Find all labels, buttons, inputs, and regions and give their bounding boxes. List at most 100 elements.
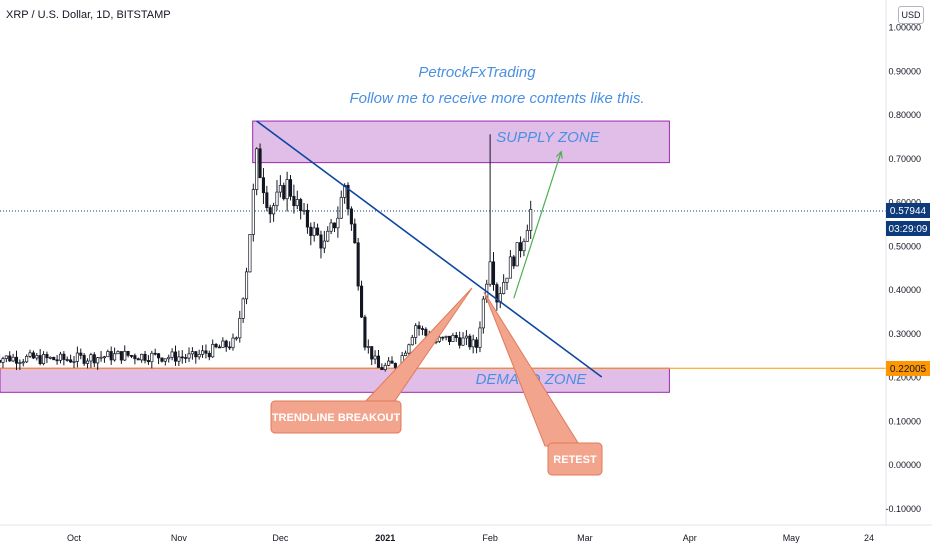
countdown-text: 03:29:09 [889, 224, 928, 235]
candle-body [278, 185, 282, 193]
candle-body [136, 358, 140, 361]
marked-level-badge: 0.22005 [886, 361, 930, 376]
x-tick-label: 2021 [375, 533, 395, 543]
candle-body [302, 209, 306, 212]
candle-body [475, 339, 479, 348]
time-axis[interactable]: Oct Nov Dec 2021 Feb Mar Apr May 24 [0, 524, 932, 543]
candle-body [55, 359, 59, 362]
zones-layer [0, 120, 886, 393]
candle-body [295, 199, 299, 207]
retest-box [547, 442, 603, 476]
candle-body [102, 356, 106, 359]
y-tick-label: 0.20000 [888, 373, 921, 383]
retest-text: RETEST [553, 454, 597, 466]
candle-body [221, 340, 225, 348]
candle-body [373, 355, 377, 360]
candle-body [69, 359, 73, 363]
candle-body [309, 226, 313, 236]
candle-body [420, 328, 424, 330]
candle-body [468, 335, 472, 348]
candle-body [201, 350, 205, 355]
candle-body [356, 242, 360, 287]
candle-body [292, 195, 296, 207]
candle-body [238, 318, 242, 339]
author-annotation: PetrockFxTrading [418, 64, 536, 81]
candle-body [268, 207, 272, 215]
candle-body [349, 208, 353, 225]
candle-body [336, 217, 340, 229]
x-tick-label: Mar [577, 533, 593, 543]
candle-body [380, 367, 384, 370]
candle-body [522, 240, 526, 252]
last-price-badge: 0.57944 [886, 203, 930, 218]
candle-body [160, 357, 164, 362]
candle-body [79, 352, 83, 356]
x-tick-label: Feb [482, 533, 498, 543]
y-tick-label: 0.60000 [888, 198, 921, 208]
candle-body [370, 346, 374, 360]
candle-body [326, 230, 330, 242]
currency-button[interactable]: USD [898, 6, 924, 24]
candle-body [488, 261, 492, 285]
candle-body [140, 353, 144, 361]
x-tick-label: Nov [171, 533, 188, 543]
candle-body [322, 240, 326, 249]
candle-body [89, 354, 93, 362]
candle-body [228, 346, 232, 349]
retest-callout: RETEST [483, 291, 603, 476]
follow-annotation: Follow me to receive more contents like … [349, 90, 644, 107]
candle-body [190, 351, 194, 355]
candle-body [244, 271, 249, 300]
x-tick-label: May [783, 533, 801, 543]
x-tick-label: 24 [864, 533, 874, 543]
candle-body [177, 356, 181, 362]
candle-body [1, 358, 5, 363]
candle-body [18, 362, 22, 364]
projection-arrow[interactable] [513, 151, 562, 299]
candle-body [143, 353, 147, 361]
candle-body [376, 355, 381, 368]
candle-body [96, 357, 100, 364]
candle-body [38, 355, 42, 364]
candle-body [366, 346, 370, 348]
candle-body [14, 356, 19, 364]
y-tick-label: 0.10000 [888, 416, 921, 426]
candle-body [234, 337, 238, 340]
trendline[interactable] [256, 120, 603, 378]
candle-body [42, 354, 46, 364]
candle-body [353, 223, 357, 244]
drawings-layer [256, 120, 603, 378]
candle-body [393, 362, 397, 368]
candle-body [173, 351, 178, 362]
candle-body [316, 227, 320, 236]
candle-body [529, 209, 533, 231]
candle-body [180, 356, 184, 359]
candle-body [495, 284, 499, 303]
y-tick-label: 1.00000 [888, 23, 921, 33]
candle-body [424, 328, 428, 336]
candle-body [305, 209, 309, 228]
candle-body [265, 192, 269, 208]
candle-body [4, 355, 8, 360]
candle-body [512, 256, 516, 267]
last-price-text: 0.57944 [890, 206, 927, 217]
candle-body [312, 227, 316, 236]
trendline-breakout-text: TRENDLINE BREAKOUT [272, 412, 401, 424]
candle-body [444, 335, 448, 338]
price-axis[interactable]: 1.00000 0.90000 0.80000 0.70000 0.60000 0.500… [885, 0, 921, 525]
candle-body [461, 337, 465, 346]
candle-body [65, 359, 69, 361]
x-tick-label: Dec [272, 533, 289, 543]
candle-body [346, 184, 350, 210]
candle-body [204, 350, 208, 354]
candle-body [58, 353, 63, 361]
candle-body [153, 352, 157, 355]
candle-body [123, 350, 127, 361]
candle-body [272, 205, 276, 215]
candle-body [85, 360, 90, 364]
candle-body [258, 148, 262, 179]
candle-body [282, 185, 286, 200]
candle-body [116, 351, 120, 355]
candle-body [211, 343, 215, 358]
